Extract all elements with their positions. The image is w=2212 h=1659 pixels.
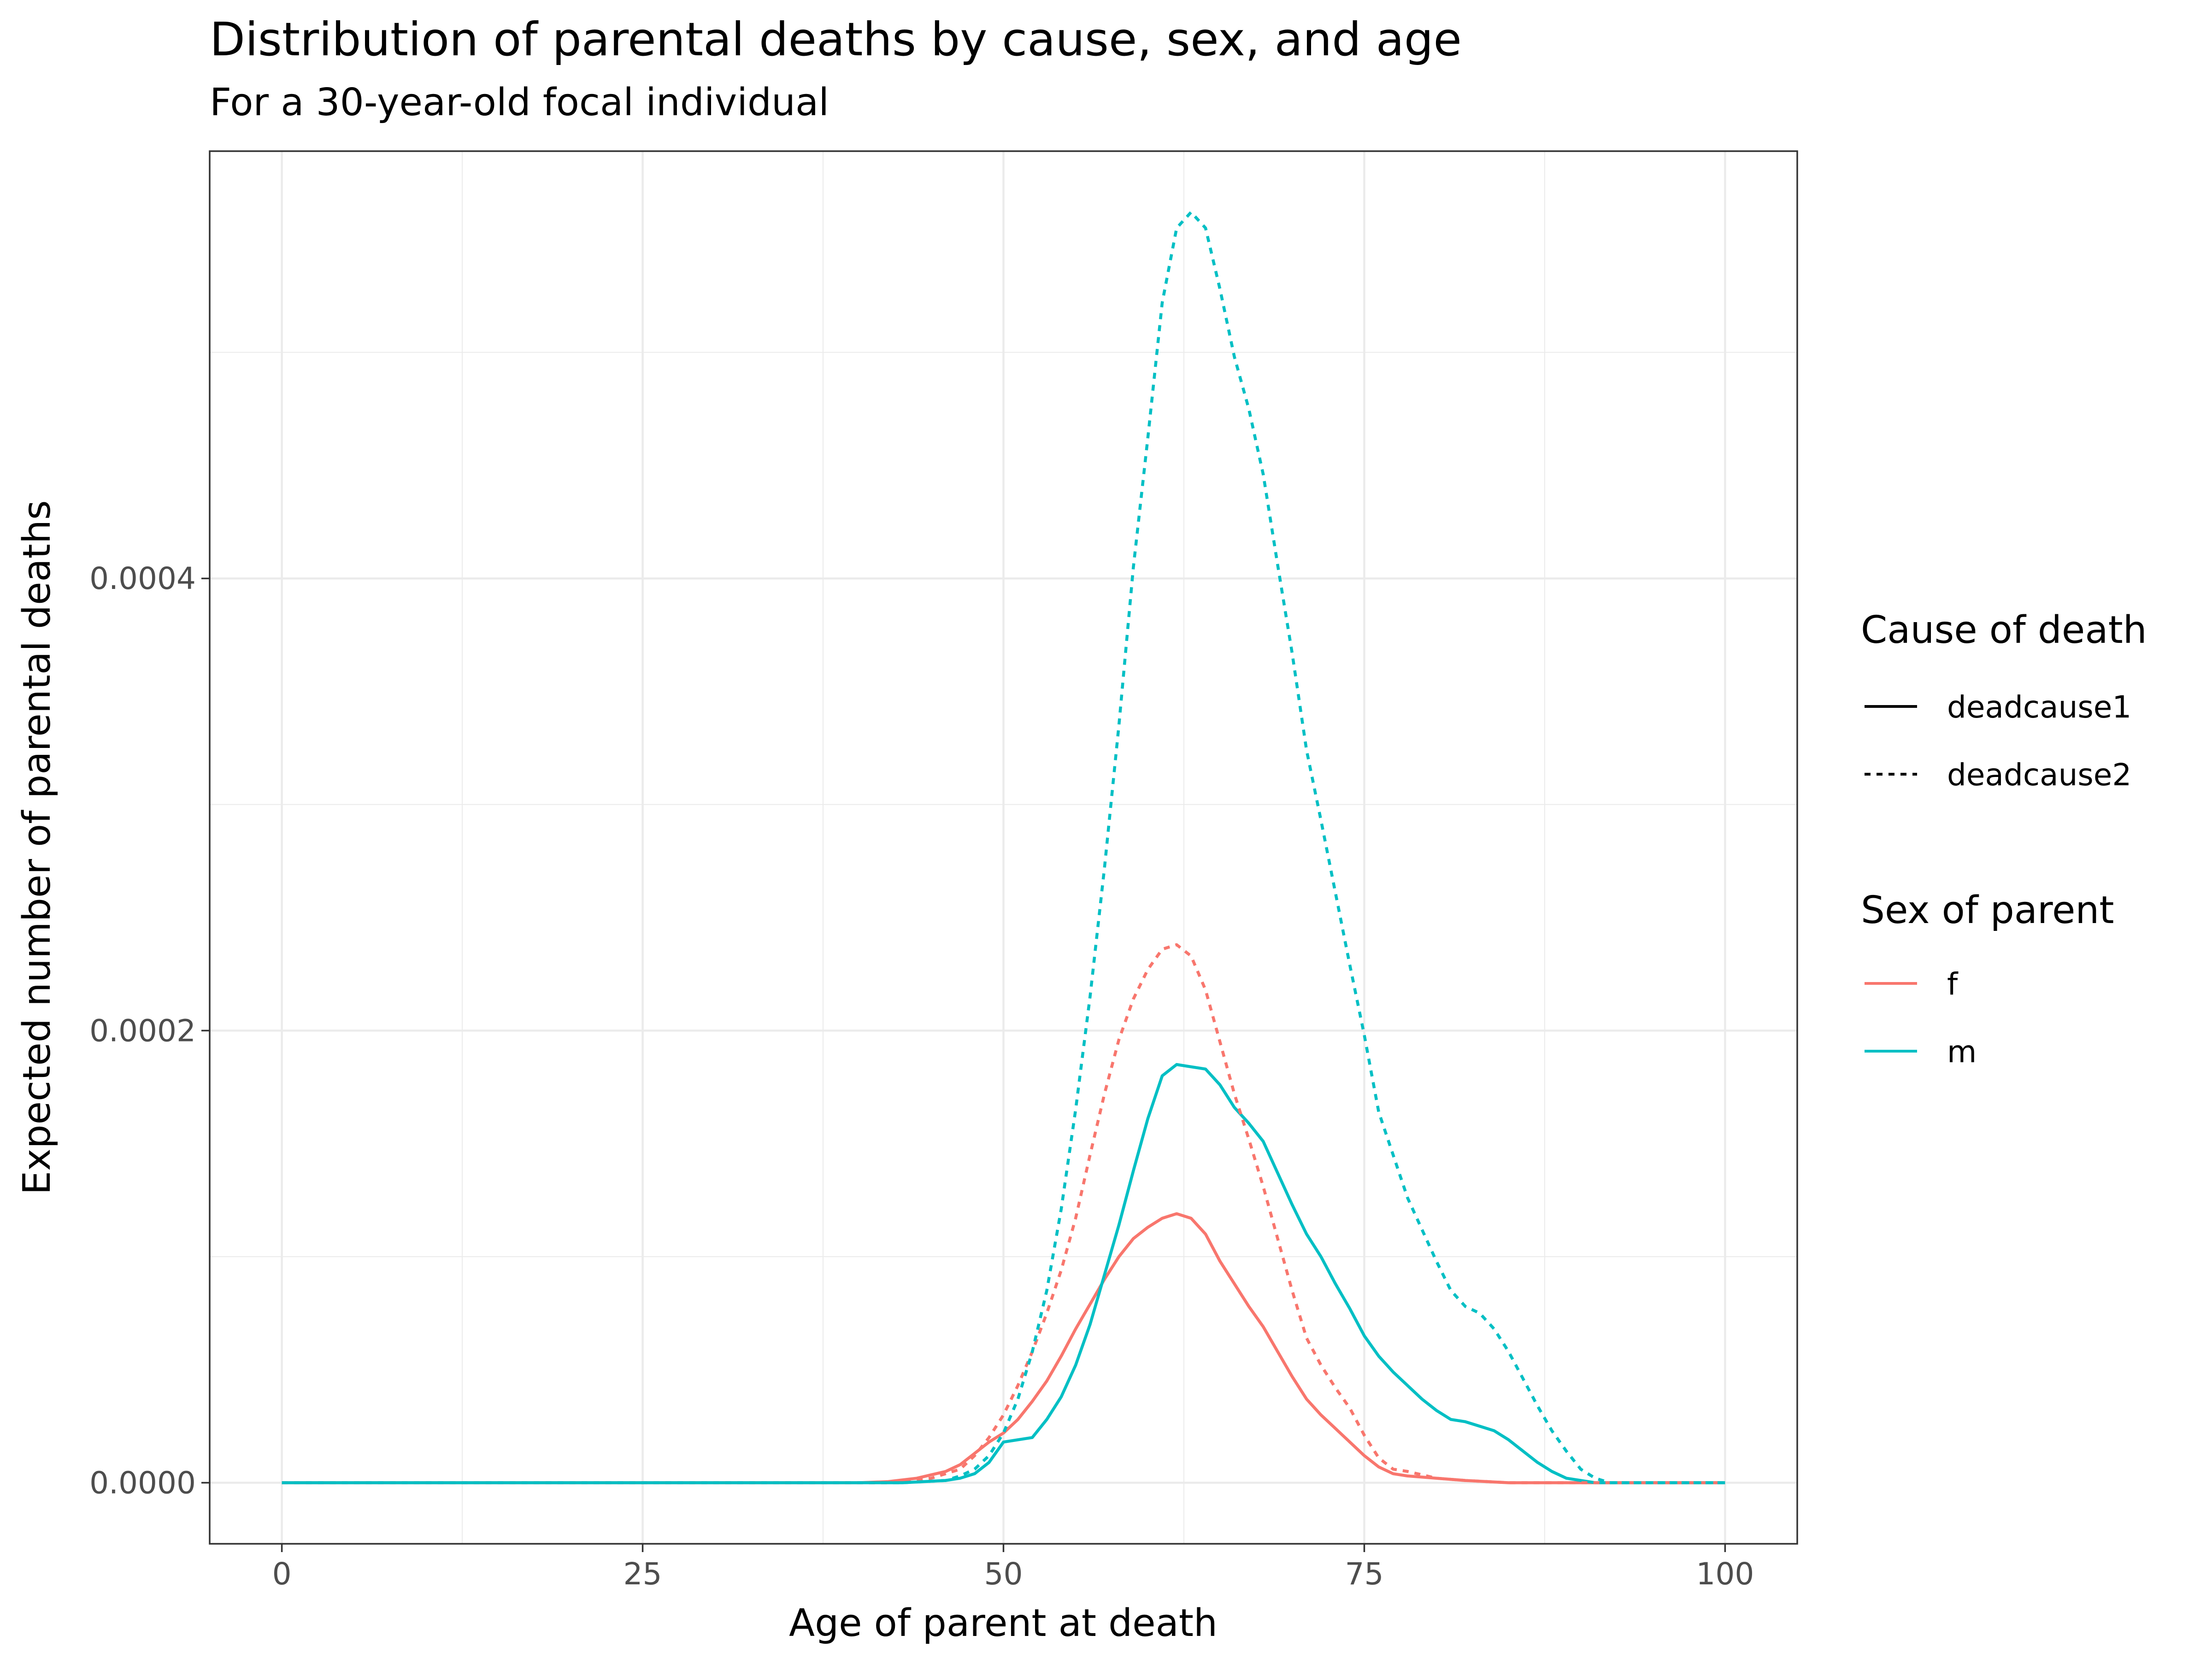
legend-cause: Cause of death deadcause1 deadcause2 (1861, 608, 2147, 793)
x-axis-title: Age of parent at death (789, 1601, 1218, 1645)
x-tick-label: 100 (1696, 1556, 1754, 1592)
series-line-m-deadcause1 (282, 1063, 1725, 1484)
x-tick-label: 50 (984, 1556, 1023, 1592)
chart-subtitle: For a 30-year-old focal individual (210, 81, 829, 124)
legend-sex-title: Sex of parent (1861, 888, 2114, 932)
legend-label-deadcause1: deadcause1 (1947, 689, 2131, 725)
series-line-f-deadcause1 (282, 1212, 1725, 1484)
series-layer (282, 211, 1725, 1484)
legend-label-m: m (1947, 1034, 1977, 1070)
y-tick-label: 0.0000 (89, 1465, 196, 1501)
y-tick-label: 0.0004 (89, 561, 196, 596)
y-axis-title: Expected number of parental deaths (15, 500, 59, 1194)
legend: Cause of death deadcause1 deadcause2 Sex… (1861, 608, 2147, 1070)
legend-cause-title: Cause of death (1861, 608, 2147, 652)
chart-title: Distribution of parental deaths by cause… (210, 12, 1462, 66)
legend-label-f: f (1947, 966, 1959, 1002)
legend-label-deadcause2: deadcause2 (1947, 757, 2131, 793)
y-tick-label: 0.0002 (89, 1013, 196, 1048)
x-tick-label: 25 (624, 1556, 662, 1592)
x-tick-label: 0 (272, 1556, 292, 1592)
legend-sex: Sex of parent f m (1861, 888, 2114, 1070)
x-tick-label: 75 (1345, 1556, 1383, 1592)
y-axis: 0.0000 0.0002 0.0004 (89, 561, 210, 1501)
series-line-m-deadcause2 (282, 211, 1725, 1484)
x-axis: 0 25 50 75 100 (272, 1544, 1754, 1592)
series-line-f-deadcause2 (282, 943, 1725, 1484)
